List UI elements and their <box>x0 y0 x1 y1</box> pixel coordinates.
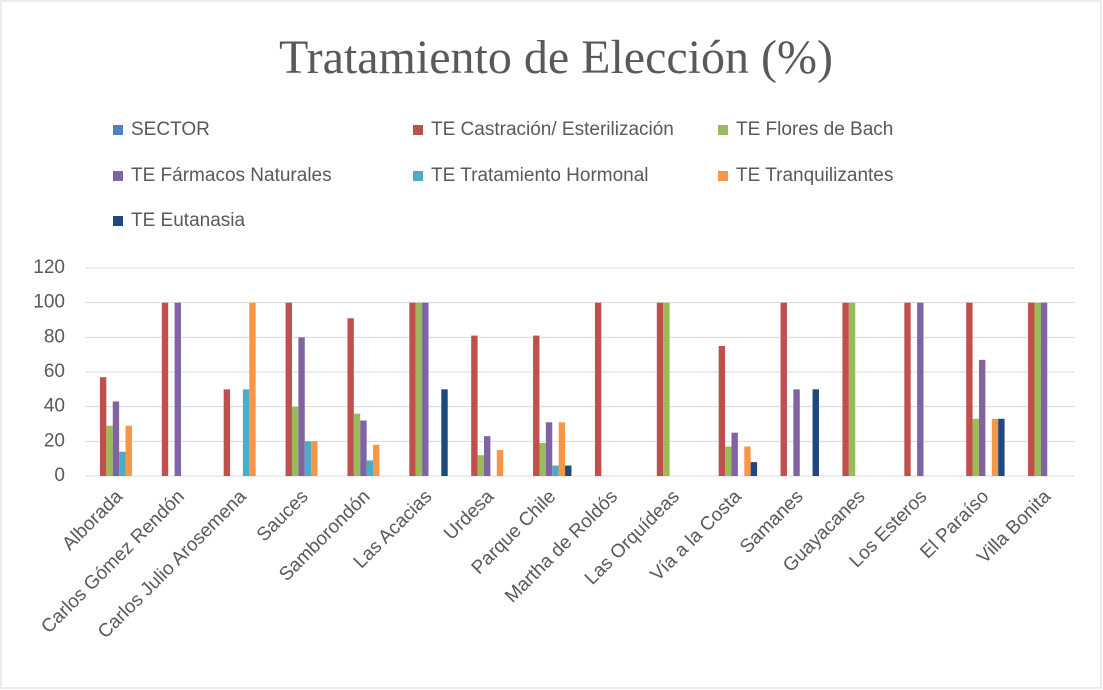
bar <box>1028 302 1035 476</box>
bar <box>174 302 182 476</box>
bar <box>552 465 559 476</box>
y-tick-label: 60 <box>44 361 65 382</box>
bar <box>311 441 318 476</box>
legend-label: TE Tratamiento Hormonal <box>431 165 649 186</box>
bar <box>998 418 1005 476</box>
legend-label: TE Castración/ Esterilización <box>431 119 674 140</box>
bar <box>409 302 416 476</box>
bar <box>106 425 113 476</box>
y-tick-label: 120 <box>33 257 65 278</box>
bar <box>594 302 602 476</box>
bar <box>991 418 999 476</box>
bar <box>718 346 726 476</box>
bar <box>793 389 800 476</box>
legend-label: TE Eutanasia <box>131 210 245 231</box>
bar <box>291 406 299 476</box>
bar <box>780 302 787 476</box>
bar <box>223 389 231 476</box>
bar <box>558 422 566 476</box>
bar <box>972 418 979 476</box>
bar <box>539 443 546 476</box>
y-tick-label: 80 <box>44 326 65 347</box>
bar <box>725 446 732 476</box>
bar <box>533 335 540 476</box>
bar <box>656 302 664 476</box>
bar <box>347 318 354 476</box>
bar <box>285 302 292 476</box>
bar <box>161 302 169 476</box>
y-tick-label: 100 <box>33 292 65 313</box>
legend-swatch <box>413 171 423 181</box>
bar <box>125 425 132 476</box>
legend-swatch <box>113 125 123 135</box>
bar <box>441 389 448 476</box>
legend-swatch <box>113 216 123 226</box>
legend-label: TE Tranquilizantes <box>736 165 893 186</box>
chart-title: Tratamiento de Elección (%) <box>279 31 833 84</box>
bar <box>1034 302 1041 476</box>
bar <box>545 422 553 476</box>
bar <box>360 420 367 476</box>
legend-swatch <box>113 171 123 181</box>
bar <box>119 451 126 476</box>
legend-swatch <box>718 171 728 181</box>
bar <box>242 389 250 476</box>
legend-label: TE Fármacos Naturales <box>131 165 332 186</box>
bar <box>304 441 312 476</box>
bar <box>842 302 849 476</box>
bar <box>978 359 986 476</box>
y-tick-label: 0 <box>54 465 65 486</box>
legend-label: TE Flores de Bach <box>736 119 893 140</box>
bar <box>471 335 478 476</box>
bar <box>415 302 423 476</box>
bar <box>917 302 924 476</box>
bar <box>422 302 429 476</box>
bar <box>904 302 911 476</box>
bar <box>966 302 973 476</box>
bar <box>565 465 572 476</box>
y-tick-label: 20 <box>44 430 65 451</box>
legend-swatch <box>718 125 728 135</box>
bar <box>812 389 819 476</box>
legend-swatch <box>413 125 423 135</box>
bar <box>750 462 758 476</box>
bar <box>298 337 305 476</box>
bar <box>112 401 120 476</box>
bar <box>1040 302 1048 476</box>
bar <box>731 432 738 476</box>
bar <box>483 436 491 476</box>
bar <box>249 302 256 476</box>
y-tick-label: 40 <box>44 396 65 417</box>
bar <box>353 413 361 476</box>
bar <box>744 446 751 476</box>
bar <box>366 460 374 476</box>
bar <box>373 444 380 476</box>
bar <box>496 450 504 476</box>
legend-label: SECTOR <box>131 119 210 140</box>
bar <box>848 302 856 476</box>
bar <box>663 302 670 476</box>
bar <box>99 377 107 476</box>
bar <box>477 455 484 476</box>
